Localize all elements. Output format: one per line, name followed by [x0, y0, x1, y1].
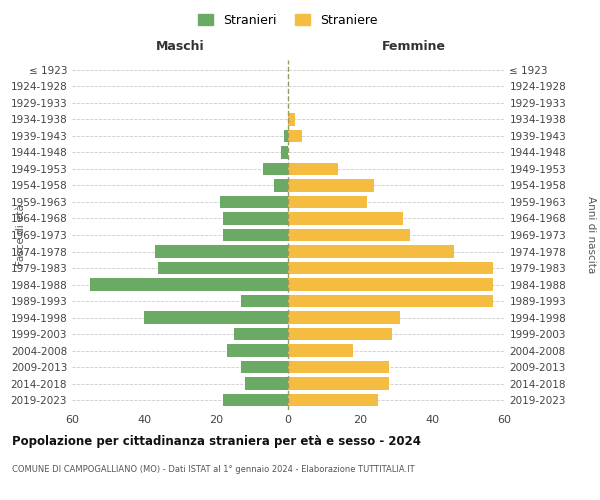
Bar [274, 180, 288, 192]
Bar [288, 212, 403, 224]
Bar [288, 113, 295, 126]
Bar [288, 229, 410, 241]
Legend: Stranieri, Straniere: Stranieri, Straniere [193, 8, 383, 32]
Bar [288, 312, 400, 324]
Text: Fasce di età: Fasce di età [16, 204, 26, 266]
Bar [288, 163, 338, 175]
Bar [288, 394, 378, 406]
Bar [288, 361, 389, 374]
Bar [234, 328, 288, 340]
Bar [227, 344, 288, 357]
Bar [90, 278, 288, 290]
Bar [241, 361, 288, 374]
Bar [155, 246, 288, 258]
Bar [223, 212, 288, 224]
Bar [288, 344, 353, 357]
Bar [281, 146, 288, 158]
Bar [223, 229, 288, 241]
Bar [158, 262, 288, 274]
Bar [288, 378, 389, 390]
Bar [263, 163, 288, 175]
Bar [288, 246, 454, 258]
Bar [223, 394, 288, 406]
Text: Femmine: Femmine [382, 40, 446, 52]
Bar [288, 328, 392, 340]
Bar [144, 312, 288, 324]
Text: Maschi: Maschi [155, 40, 205, 52]
Text: Anni di nascita: Anni di nascita [586, 196, 596, 274]
Text: Popolazione per cittadinanza straniera per età e sesso - 2024: Popolazione per cittadinanza straniera p… [12, 435, 421, 448]
Text: COMUNE DI CAMPOGALLIANO (MO) - Dati ISTAT al 1° gennaio 2024 - Elaborazione TUTT: COMUNE DI CAMPOGALLIANO (MO) - Dati ISTA… [12, 465, 415, 474]
Bar [288, 180, 374, 192]
Bar [288, 295, 493, 307]
Bar [245, 378, 288, 390]
Bar [241, 295, 288, 307]
Bar [288, 196, 367, 208]
Bar [288, 130, 302, 142]
Bar [284, 130, 288, 142]
Bar [220, 196, 288, 208]
Bar [288, 262, 493, 274]
Bar [288, 278, 493, 290]
